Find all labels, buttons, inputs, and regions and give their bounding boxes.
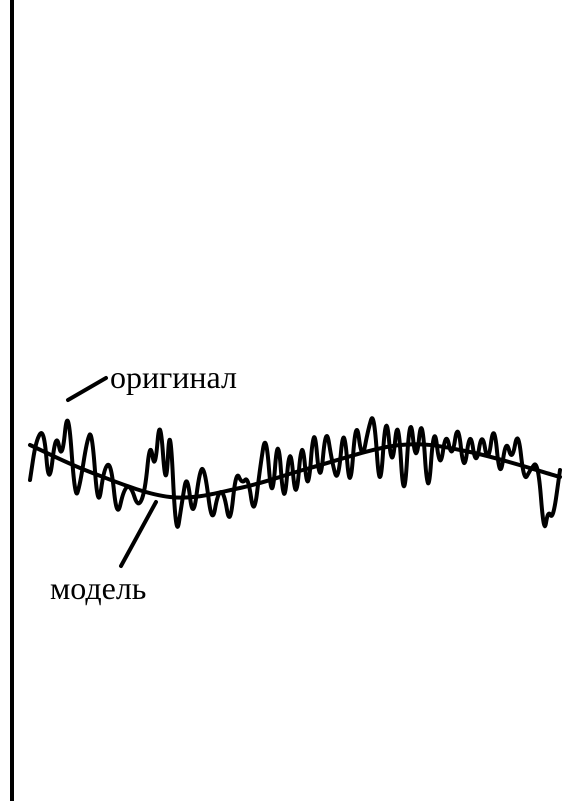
- model-label: модель: [50, 570, 146, 606]
- original-label: оригинал: [110, 359, 237, 395]
- model-leader-line: [119, 500, 158, 568]
- original-curve: [28, 416, 562, 529]
- original-leader-line: [66, 376, 108, 402]
